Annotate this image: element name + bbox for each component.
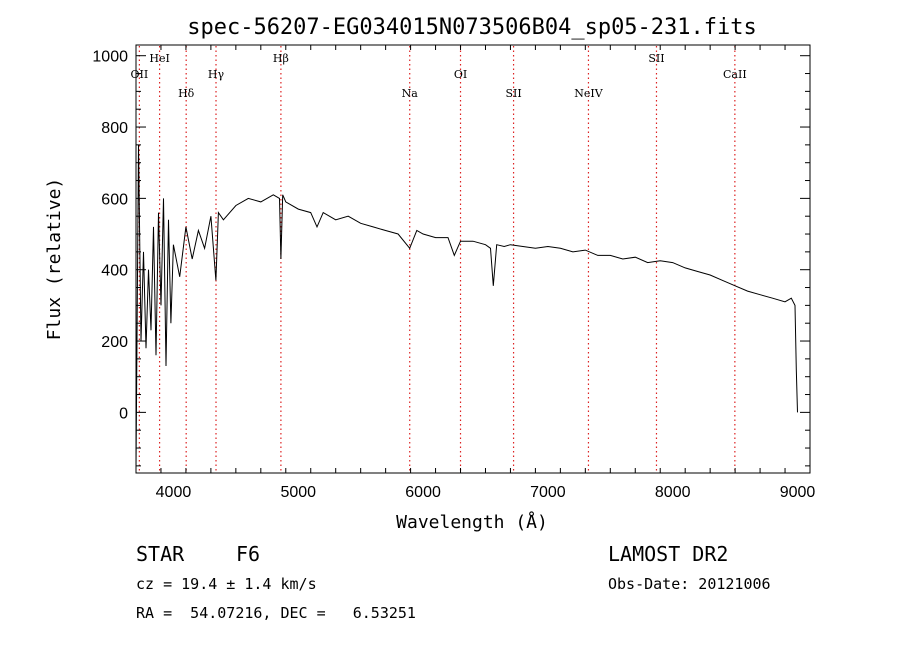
x-tick-label: 4000 xyxy=(156,484,192,501)
x-tick-label: 8000 xyxy=(655,484,691,501)
chart-title: spec-56207-EG034015N073506B04_sp05-231.f… xyxy=(187,15,757,40)
line-marker-label: OI xyxy=(454,68,467,81)
y-tick-label: 600 xyxy=(101,191,128,208)
line-marker-label: Na xyxy=(402,87,419,100)
y-tick-label: 200 xyxy=(101,334,128,351)
line-marker-label: OII xyxy=(131,68,149,81)
survey-release: LAMOST DR2 xyxy=(608,542,729,566)
y-tick-label: 400 xyxy=(101,263,128,280)
line-marker-label: Hγ xyxy=(208,68,225,81)
axes: 4000 5000 6000 7000 8000 9000 0 200 400 600 800 100… xyxy=(92,45,815,501)
x-axis-label: Wavelength (Å) xyxy=(396,511,548,533)
x-tick-label: 6000 xyxy=(405,484,441,501)
x-tick-label: 7000 xyxy=(530,484,566,501)
sky-coordinates: RA = 54.07216, DEC = 6.53251 xyxy=(136,604,416,622)
y-tick-label: 0 xyxy=(119,405,128,422)
y-axis-label: Flux (relative) xyxy=(44,178,65,341)
object-class: STAR xyxy=(136,542,185,566)
spectrum-line xyxy=(135,144,798,470)
line-marker-label: Hδ xyxy=(178,87,195,100)
plot-frame xyxy=(135,44,811,474)
object-subclass: F6 xyxy=(236,542,261,566)
line-marker-label: SII xyxy=(505,87,521,100)
line-marker-label: Hβ xyxy=(273,52,289,65)
observation-date: Obs-Date: 20121006 xyxy=(608,575,771,593)
line-marker-label: NeIV xyxy=(574,87,603,100)
line-marker-label: CaII xyxy=(723,68,747,81)
redshift-value: cz = 19.4 ± 1.4 km/s xyxy=(136,575,317,593)
line-marker-label: HeI xyxy=(149,52,169,65)
y-tick-label: 1000 xyxy=(92,49,128,66)
line-marker-label: SII xyxy=(648,52,664,65)
x-tick-label: 5000 xyxy=(280,484,316,501)
y-tick-label: 800 xyxy=(101,120,128,137)
x-tick-label: 9000 xyxy=(780,484,816,501)
